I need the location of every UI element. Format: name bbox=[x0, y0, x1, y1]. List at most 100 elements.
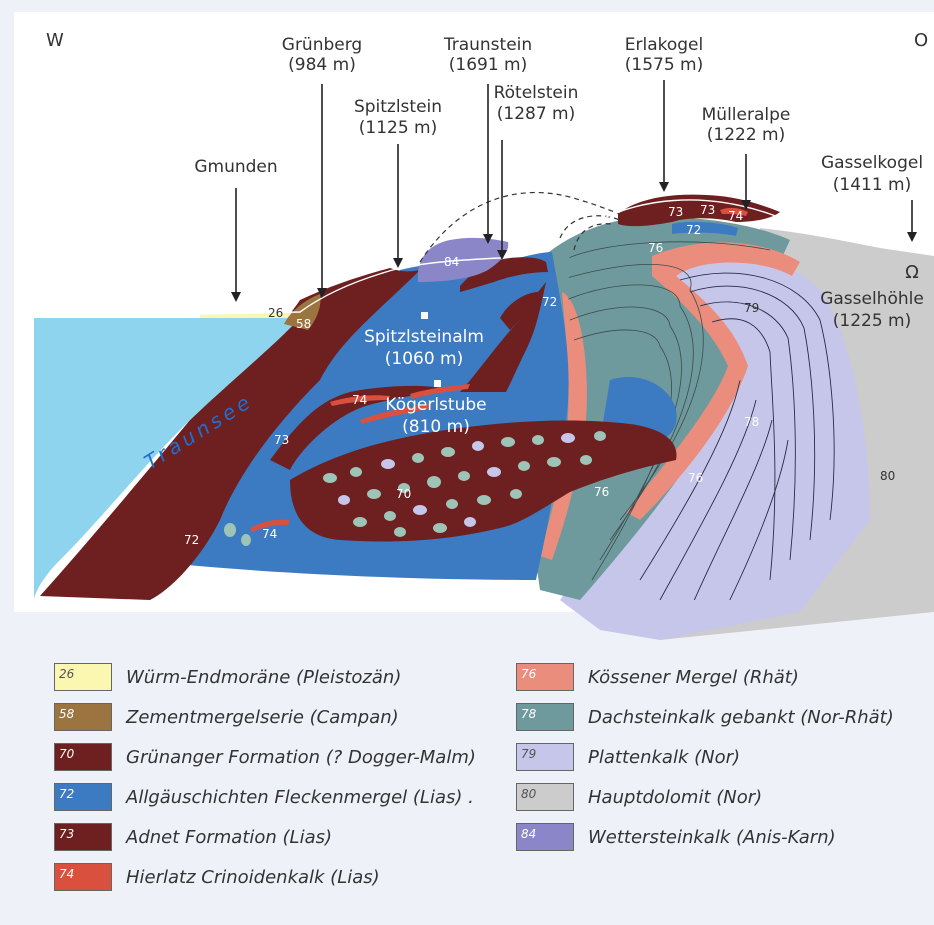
legend-code: 26 bbox=[59, 667, 75, 681]
legend-code: 72 bbox=[59, 787, 75, 801]
label-gasselhoehle-elev: (1225 m) bbox=[833, 311, 912, 331]
unit-num-74-b: 74 bbox=[262, 527, 277, 541]
legend-code: 76 bbox=[521, 667, 537, 681]
legend-label: Dachsteinkalk gebankt (Nor-Rhät) bbox=[588, 706, 894, 728]
unit-num-73-a: 73 bbox=[274, 433, 289, 447]
legend-label: Hauptdolomit (Nor) bbox=[588, 786, 763, 808]
cave-symbol: Ω bbox=[905, 262, 919, 283]
unit-70-gruenanger bbox=[290, 420, 677, 542]
label-spitzlsteinalm: Spitzlsteinalm bbox=[364, 327, 484, 347]
peak-muelleralpe: Mülleralpe bbox=[702, 105, 791, 125]
legend-item-79: 79 Plattenkalk (Nor) bbox=[516, 742, 740, 772]
unit-num-76-c: 76 bbox=[688, 471, 703, 485]
legend-swatch-76: 76 bbox=[516, 663, 574, 691]
marker-spitzlsteinalm bbox=[421, 312, 428, 319]
unit-73-adnet-finger-1 bbox=[270, 385, 440, 470]
label-east: O bbox=[914, 30, 928, 51]
legend-item-84: 84 Wettersteinkalk (Anis-Karn) bbox=[516, 822, 836, 852]
peak-gruenberg-elev: (984 m) bbox=[288, 55, 356, 75]
legend-code: 58 bbox=[59, 707, 75, 721]
legend-label: Adnet Formation (Lias) bbox=[126, 826, 333, 848]
peak-gruenberg: Grünberg bbox=[282, 35, 362, 55]
legend-item-72: 72 Allgäuschichten Fleckenmergel (Lias) . bbox=[54, 782, 474, 812]
peak-erlakogel-elev: (1575 m) bbox=[625, 55, 704, 75]
cross-section-diagram: W O Gmunden Grünberg (984 m) Spitzlstein… bbox=[14, 12, 934, 640]
legend-item-76: 76 Kössener Mergel (Rhät) bbox=[516, 662, 799, 692]
unit-74-hierlatz-streaks bbox=[250, 207, 748, 532]
legend-label: Grünanger Formation (? Dogger-Malm) bbox=[126, 746, 476, 768]
legend-item-58: 58 Zementmergelserie (Campan) bbox=[54, 702, 399, 732]
peak-traunstein: Traunstein bbox=[443, 35, 532, 55]
unit-num-84: 84 bbox=[444, 255, 459, 269]
unit-26-moraine bbox=[200, 304, 304, 318]
legend-code: 73 bbox=[59, 827, 75, 841]
legend-code: 70 bbox=[59, 747, 75, 761]
legend-label: Plattenkalk (Nor) bbox=[588, 746, 741, 768]
gruenanger-clasts bbox=[224, 431, 606, 546]
peak-arrowheads bbox=[231, 182, 917, 302]
peak-roetelstein-elev: (1287 m) bbox=[497, 104, 576, 124]
legend-label: Zementmergelserie (Campan) bbox=[126, 706, 399, 728]
unit-num-70: 70 bbox=[396, 487, 411, 501]
legend-code: 79 bbox=[521, 747, 537, 761]
unit-num-76-a: 76 bbox=[648, 241, 663, 255]
peak-gasselkogel-elev: (1411 m) bbox=[833, 175, 912, 195]
legend-label: Kössener Mergel (Rhät) bbox=[588, 666, 799, 688]
peak-muelleralpe-elev: (1222 m) bbox=[707, 125, 786, 145]
label-spitzlsteinalm-elev: (1060 m) bbox=[385, 349, 464, 369]
unit-num-79: 79 bbox=[744, 301, 759, 315]
legend-swatch-72: 72 bbox=[54, 783, 112, 811]
unit-num-72-b: 72 bbox=[184, 533, 199, 547]
unit-73-adnet-roetelstein bbox=[460, 257, 548, 292]
label-gasselhoehle: Gasselhöhle bbox=[820, 289, 924, 309]
unit-num-74-a: 74 bbox=[352, 393, 367, 407]
unit-num-73-b: 73 bbox=[668, 205, 683, 219]
eroded-profile-dashed bbox=[419, 191, 621, 263]
unit-76-koessener-west bbox=[540, 292, 587, 560]
legend-item-80: 80 Hauptdolomit (Nor) bbox=[516, 782, 762, 812]
legend-code: 80 bbox=[521, 787, 537, 801]
legend-item-73: 73 Adnet Formation (Lias) bbox=[54, 822, 332, 852]
unit-76-koessener-band bbox=[626, 242, 800, 520]
unit-58-zementmergel bbox=[284, 294, 321, 330]
bedding-lines-78 bbox=[560, 241, 771, 581]
unit-num-73-c: 73 bbox=[700, 203, 715, 217]
surface-crest bbox=[197, 199, 934, 315]
traunsee-lake bbox=[34, 318, 300, 600]
unit-72-erlakogel-strip bbox=[672, 221, 738, 236]
unit-73-adnet-west bbox=[40, 268, 420, 600]
unit-num-74-c: 74 bbox=[728, 209, 743, 223]
legend-label: Wettersteinkalk (Anis-Karn) bbox=[588, 826, 836, 848]
legend-item-78: 78 Dachsteinkalk gebankt (Nor-Rhät) bbox=[516, 702, 894, 732]
marker-koegerlstube bbox=[434, 380, 441, 387]
peak-erlakogel: Erlakogel bbox=[625, 35, 703, 55]
legend-item-74: 74 Hierlatz Crinoidenkalk (Lias) bbox=[54, 862, 380, 892]
unit-num-58: 58 bbox=[296, 317, 311, 331]
legend-swatch-70: 70 bbox=[54, 743, 112, 771]
unit-73-adnet-finger-3 bbox=[500, 291, 544, 330]
legend-code: 84 bbox=[521, 827, 537, 841]
legend-label: Hierlatz Crinoidenkalk (Lias) bbox=[126, 866, 380, 888]
legend-swatch-79: 79 bbox=[516, 743, 574, 771]
peak-traunstein-elev: (1691 m) bbox=[449, 55, 528, 75]
peak-arrows bbox=[235, 80, 913, 296]
legend-swatch-80: 80 bbox=[516, 783, 574, 811]
peak-roetelstein: Rötelstein bbox=[494, 83, 579, 103]
unit-num-26: 26 bbox=[268, 306, 283, 320]
label-koegerlstube-elev: (810 m) bbox=[402, 417, 470, 437]
unit-num-72-a: 72 bbox=[542, 295, 557, 309]
peak-gasselkogel: Gasselkogel bbox=[821, 153, 923, 173]
legend-code: 78 bbox=[521, 707, 537, 721]
peak-gmunden: Gmunden bbox=[194, 157, 277, 177]
peak-spitzlstein: Spitzlstein bbox=[354, 97, 442, 117]
legend-swatch-58: 58 bbox=[54, 703, 112, 731]
label-west: W bbox=[46, 30, 64, 51]
legend-code: 74 bbox=[59, 867, 75, 881]
unit-num-76-b: 76 bbox=[594, 485, 609, 499]
bedding-lines-79 bbox=[639, 272, 835, 600]
label-koegerlstube: Kögerlstube bbox=[385, 395, 486, 415]
legend-swatch-84: 84 bbox=[516, 823, 574, 851]
legend-swatch-74: 74 bbox=[54, 863, 112, 891]
legend-swatch-78: 78 bbox=[516, 703, 574, 731]
